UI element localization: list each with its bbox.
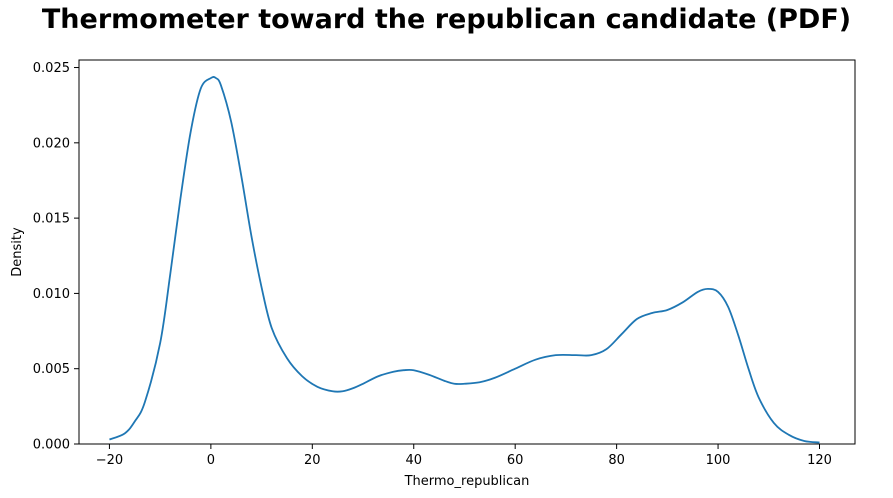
- series-layer: [109, 76, 820, 444]
- y-axis-label: Density: [10, 227, 25, 277]
- x-tick-label: 20: [304, 453, 321, 468]
- y-tick-label: 0.015: [33, 212, 70, 227]
- x-tick-label: 100: [706, 453, 731, 468]
- x-tick-label: 120: [807, 453, 832, 468]
- y-tick-label: 0.025: [33, 61, 70, 76]
- y-axis-ticks: 0.000 0.005 0.010 0.015 0.020 0.025: [33, 61, 79, 453]
- y-tick-label: 0.000: [33, 438, 70, 453]
- axes-frame: [78, 59, 856, 445]
- x-tick-label: 80: [608, 453, 625, 468]
- y-tick-label: 0.010: [33, 287, 70, 302]
- x-tick-label: 60: [507, 453, 524, 468]
- chart-title: Thermometer toward the republican candid…: [41, 4, 852, 35]
- x-tick-label: 0: [207, 453, 215, 468]
- x-axis-ticks: −20 0 20 40 60 80 100 120: [96, 444, 832, 468]
- x-tick-label: −20: [96, 453, 123, 468]
- y-tick-label: 0.020: [33, 136, 70, 151]
- y-tick-label: 0.005: [33, 362, 70, 377]
- density-curve: [109, 76, 820, 444]
- x-axis-label: Thermo_republican: [404, 474, 530, 489]
- x-tick-label: 40: [405, 453, 422, 468]
